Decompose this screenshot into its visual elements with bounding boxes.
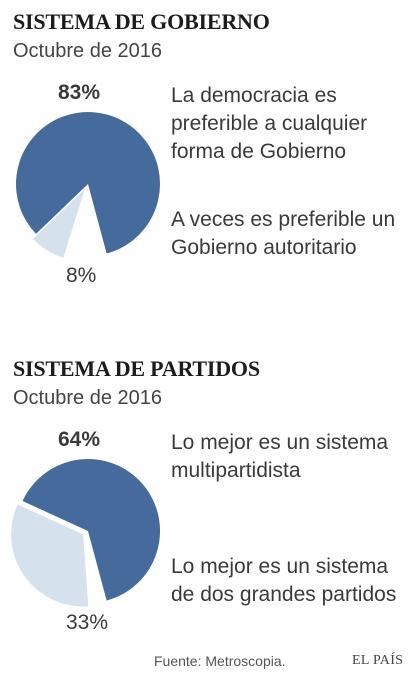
main-percent-label: 83% bbox=[58, 81, 101, 104]
minor-slice-label: Lo mejor es un sistema de dos grandes pa… bbox=[171, 555, 397, 606]
pie-slice-main bbox=[22, 459, 161, 601]
main-slice-label: La democracia es preferible a cualquier … bbox=[171, 84, 368, 163]
main-slice-label: Lo mejor es un sistema multipartidista bbox=[171, 431, 389, 482]
chart-subtitle: Octubre de 2016 bbox=[13, 387, 162, 409]
minor-slice-label: A veces es preferible un Gobierno autori… bbox=[171, 208, 396, 259]
chart-subtitle: Octubre de 2016 bbox=[13, 40, 162, 62]
main-percent-label: 64% bbox=[58, 428, 101, 451]
chart-title: SISTEMA DE GOBIERNO bbox=[13, 9, 270, 34]
pie-slice-minor bbox=[11, 504, 89, 607]
pie-chart bbox=[16, 112, 161, 258]
publisher-logo: EL PAÍS bbox=[352, 653, 404, 668]
pie-slice-minor bbox=[32, 189, 85, 258]
chart-title: SISTEMA DE PARTIDOS bbox=[13, 356, 260, 381]
minor-percent-label: 33% bbox=[66, 611, 109, 634]
minor-percent-label: 8% bbox=[66, 264, 97, 287]
pie-slice-main bbox=[16, 112, 161, 254]
source-note: Fuente: Metroscopia. bbox=[154, 653, 286, 669]
pie-chart bbox=[11, 459, 161, 607]
